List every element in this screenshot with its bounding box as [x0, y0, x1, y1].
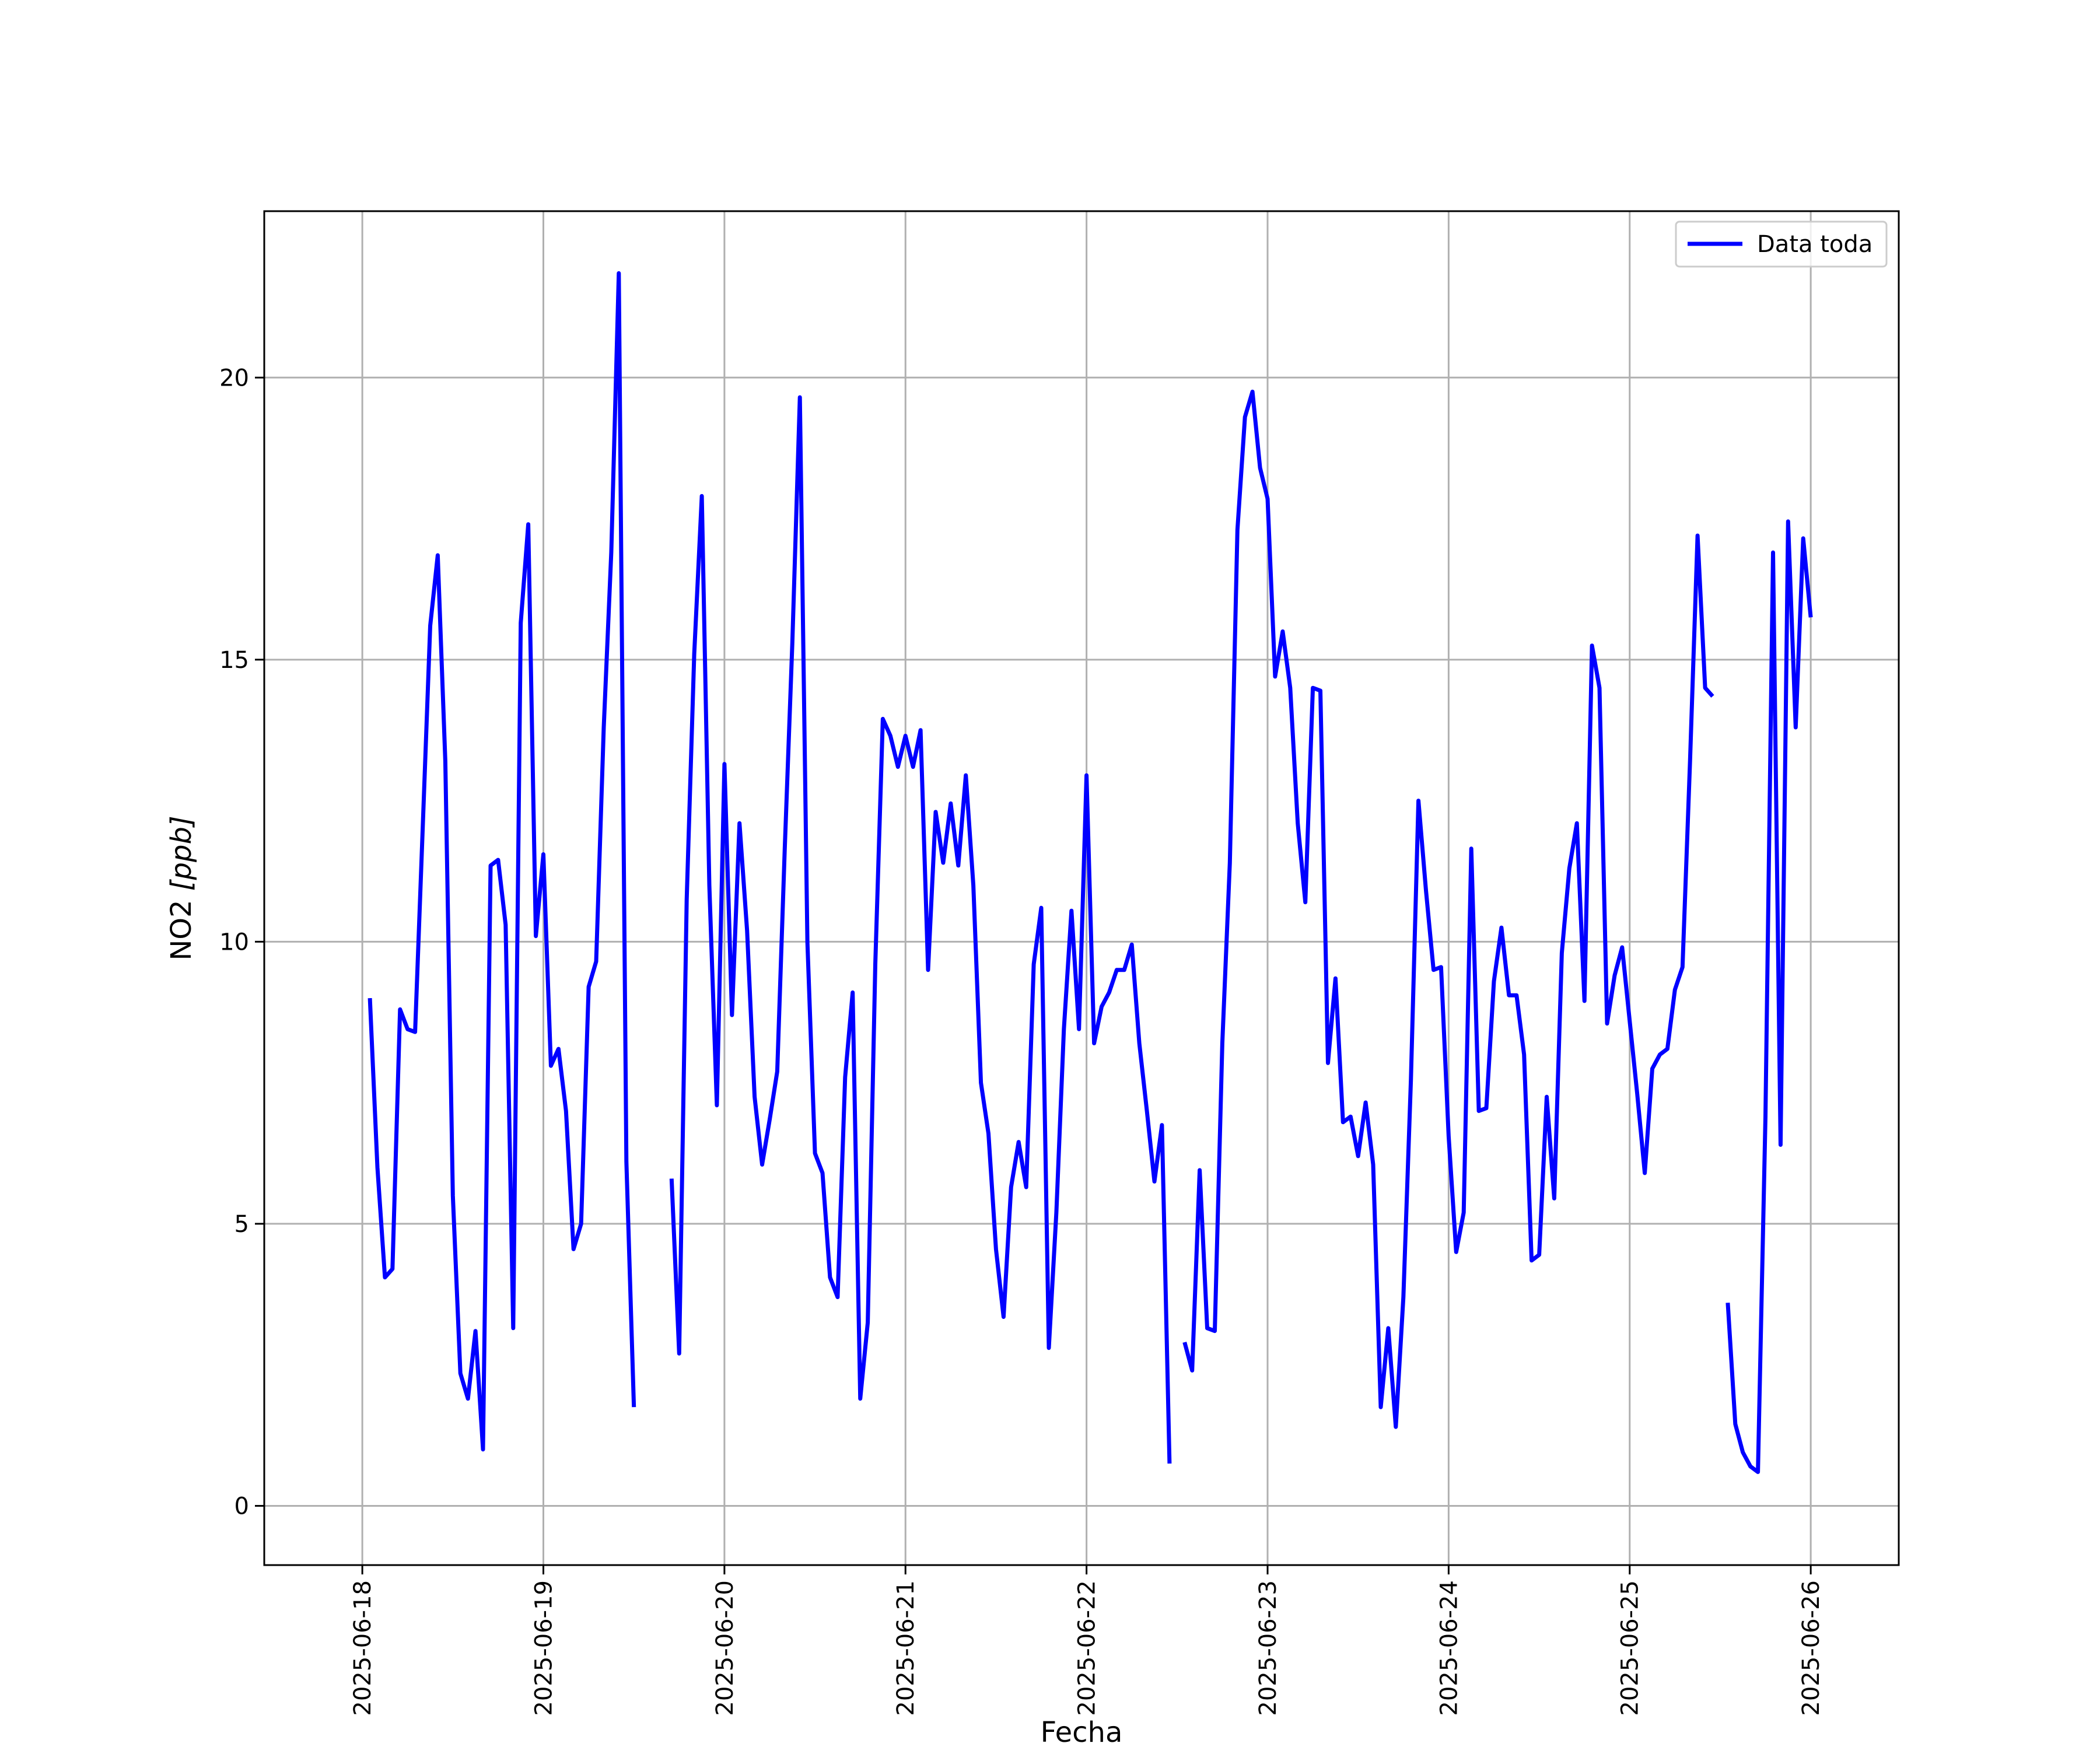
- plot-frame: [263, 210, 1900, 1566]
- series-line-segment: [368, 271, 636, 1452]
- x-axis-label: Fecha: [1041, 1716, 1123, 1749]
- x-tick-label: 2025-06-19: [530, 1580, 557, 1716]
- legend-label-data-toda: Data toda: [1757, 231, 1873, 258]
- x-tick-label: 2025-06-18: [349, 1580, 376, 1716]
- series-line-segment: [1182, 390, 1714, 1429]
- grid-lines: [264, 211, 1899, 1565]
- y-tick-label: 10: [219, 929, 249, 956]
- y-tick-label: 0: [235, 1493, 249, 1520]
- y-tick-label: 20: [219, 365, 249, 391]
- x-tick-label: 2025-06-25: [1617, 1580, 1644, 1716]
- x-tick-label: 2025-06-22: [1074, 1580, 1101, 1716]
- y-tick-label: 5: [235, 1211, 249, 1238]
- x-tick-label: 2025-06-26: [1798, 1580, 1825, 1716]
- y-axis-label-unit: [ppb]: [165, 816, 198, 891]
- axis-ticks: 2025-06-18 2025-06-19 2025-06-20 2025-06-21…: [219, 365, 1825, 1716]
- x-tick-label: 2025-06-21: [892, 1580, 919, 1716]
- legend: Data toda: [1675, 220, 1888, 268]
- series-layer: [368, 271, 1813, 1474]
- y-axis-label-text: NO2: [165, 891, 198, 960]
- legend-box: [1675, 220, 1888, 268]
- series-line-segment: [669, 395, 1172, 1464]
- x-tick-label: 2025-06-23: [1255, 1580, 1282, 1716]
- x-tick-label: 2025-06-24: [1436, 1580, 1462, 1716]
- y-axis-label: NO2 [ppb]: [165, 816, 198, 960]
- x-tick-label: 2025-06-20: [712, 1580, 738, 1716]
- series-line-segment: [1726, 519, 1813, 1474]
- y-tick-label: 15: [219, 647, 249, 674]
